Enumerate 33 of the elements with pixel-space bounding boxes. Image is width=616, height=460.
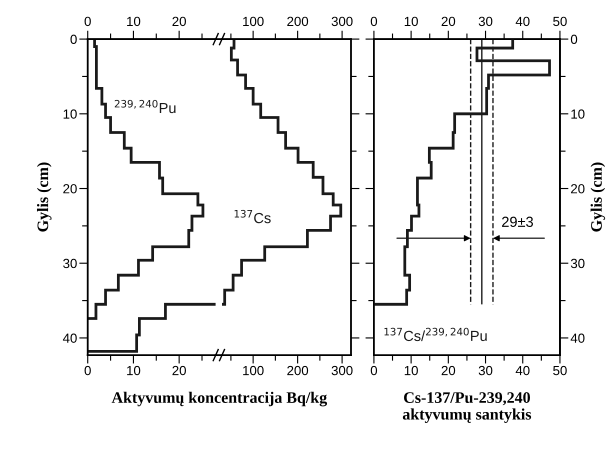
line-series — [88, 302, 216, 353]
y2-tick-label: 30 — [570, 258, 585, 268]
x-axis-title: Cs-137/Pu-239,240 aktyvumų santykis — [402, 392, 532, 423]
y-tick-label: 20 — [63, 184, 77, 194]
y-axis-title: Gylis (cm) — [36, 162, 52, 232]
x-axis-title: Aktyvumų koncentracija Bq/kg — [112, 392, 328, 406]
x-tick-label: 200 — [287, 366, 308, 376]
y2-tick-label: 20 — [571, 184, 585, 194]
x-tick-label: 100 — [243, 366, 264, 376]
y2-tick-label: 10 — [571, 109, 585, 119]
y-tick-label: 40 — [62, 334, 77, 343]
series-label: $^{137}$Cs/$^{239,240}$Pu — [384, 328, 487, 342]
x-tick-label: 50 — [553, 16, 567, 26]
y-tick-label: 10 — [64, 109, 77, 119]
y2-tick-label: 40 — [570, 334, 585, 343]
series-label: $^{239,240}$Pu — [114, 100, 176, 114]
y2-axis-title: Gylis (cm) — [590, 162, 606, 232]
x-tick-label: 40 — [516, 16, 530, 26]
x-tick-label: 0 — [370, 16, 378, 26]
x-tick-label: 10 — [404, 16, 418, 26]
x-tick-label: 20 — [442, 16, 456, 26]
y2-tick-label: 0 — [570, 34, 578, 44]
x-tick-label: 10 — [127, 366, 140, 376]
x-tick-label: 0 — [84, 366, 91, 376]
y-tick-label: 30 — [63, 258, 77, 268]
x-tick-label: 30 — [478, 16, 492, 26]
series-label: $^{137}$Cs — [234, 210, 271, 224]
y-tick-label: 0 — [70, 34, 77, 44]
line-series — [374, 39, 551, 306]
line-series — [88, 39, 204, 320]
annotation: 29±3 — [502, 216, 533, 227]
x-tick-label: 20 — [172, 366, 186, 376]
x-tick-label: 300 — [332, 366, 353, 376]
